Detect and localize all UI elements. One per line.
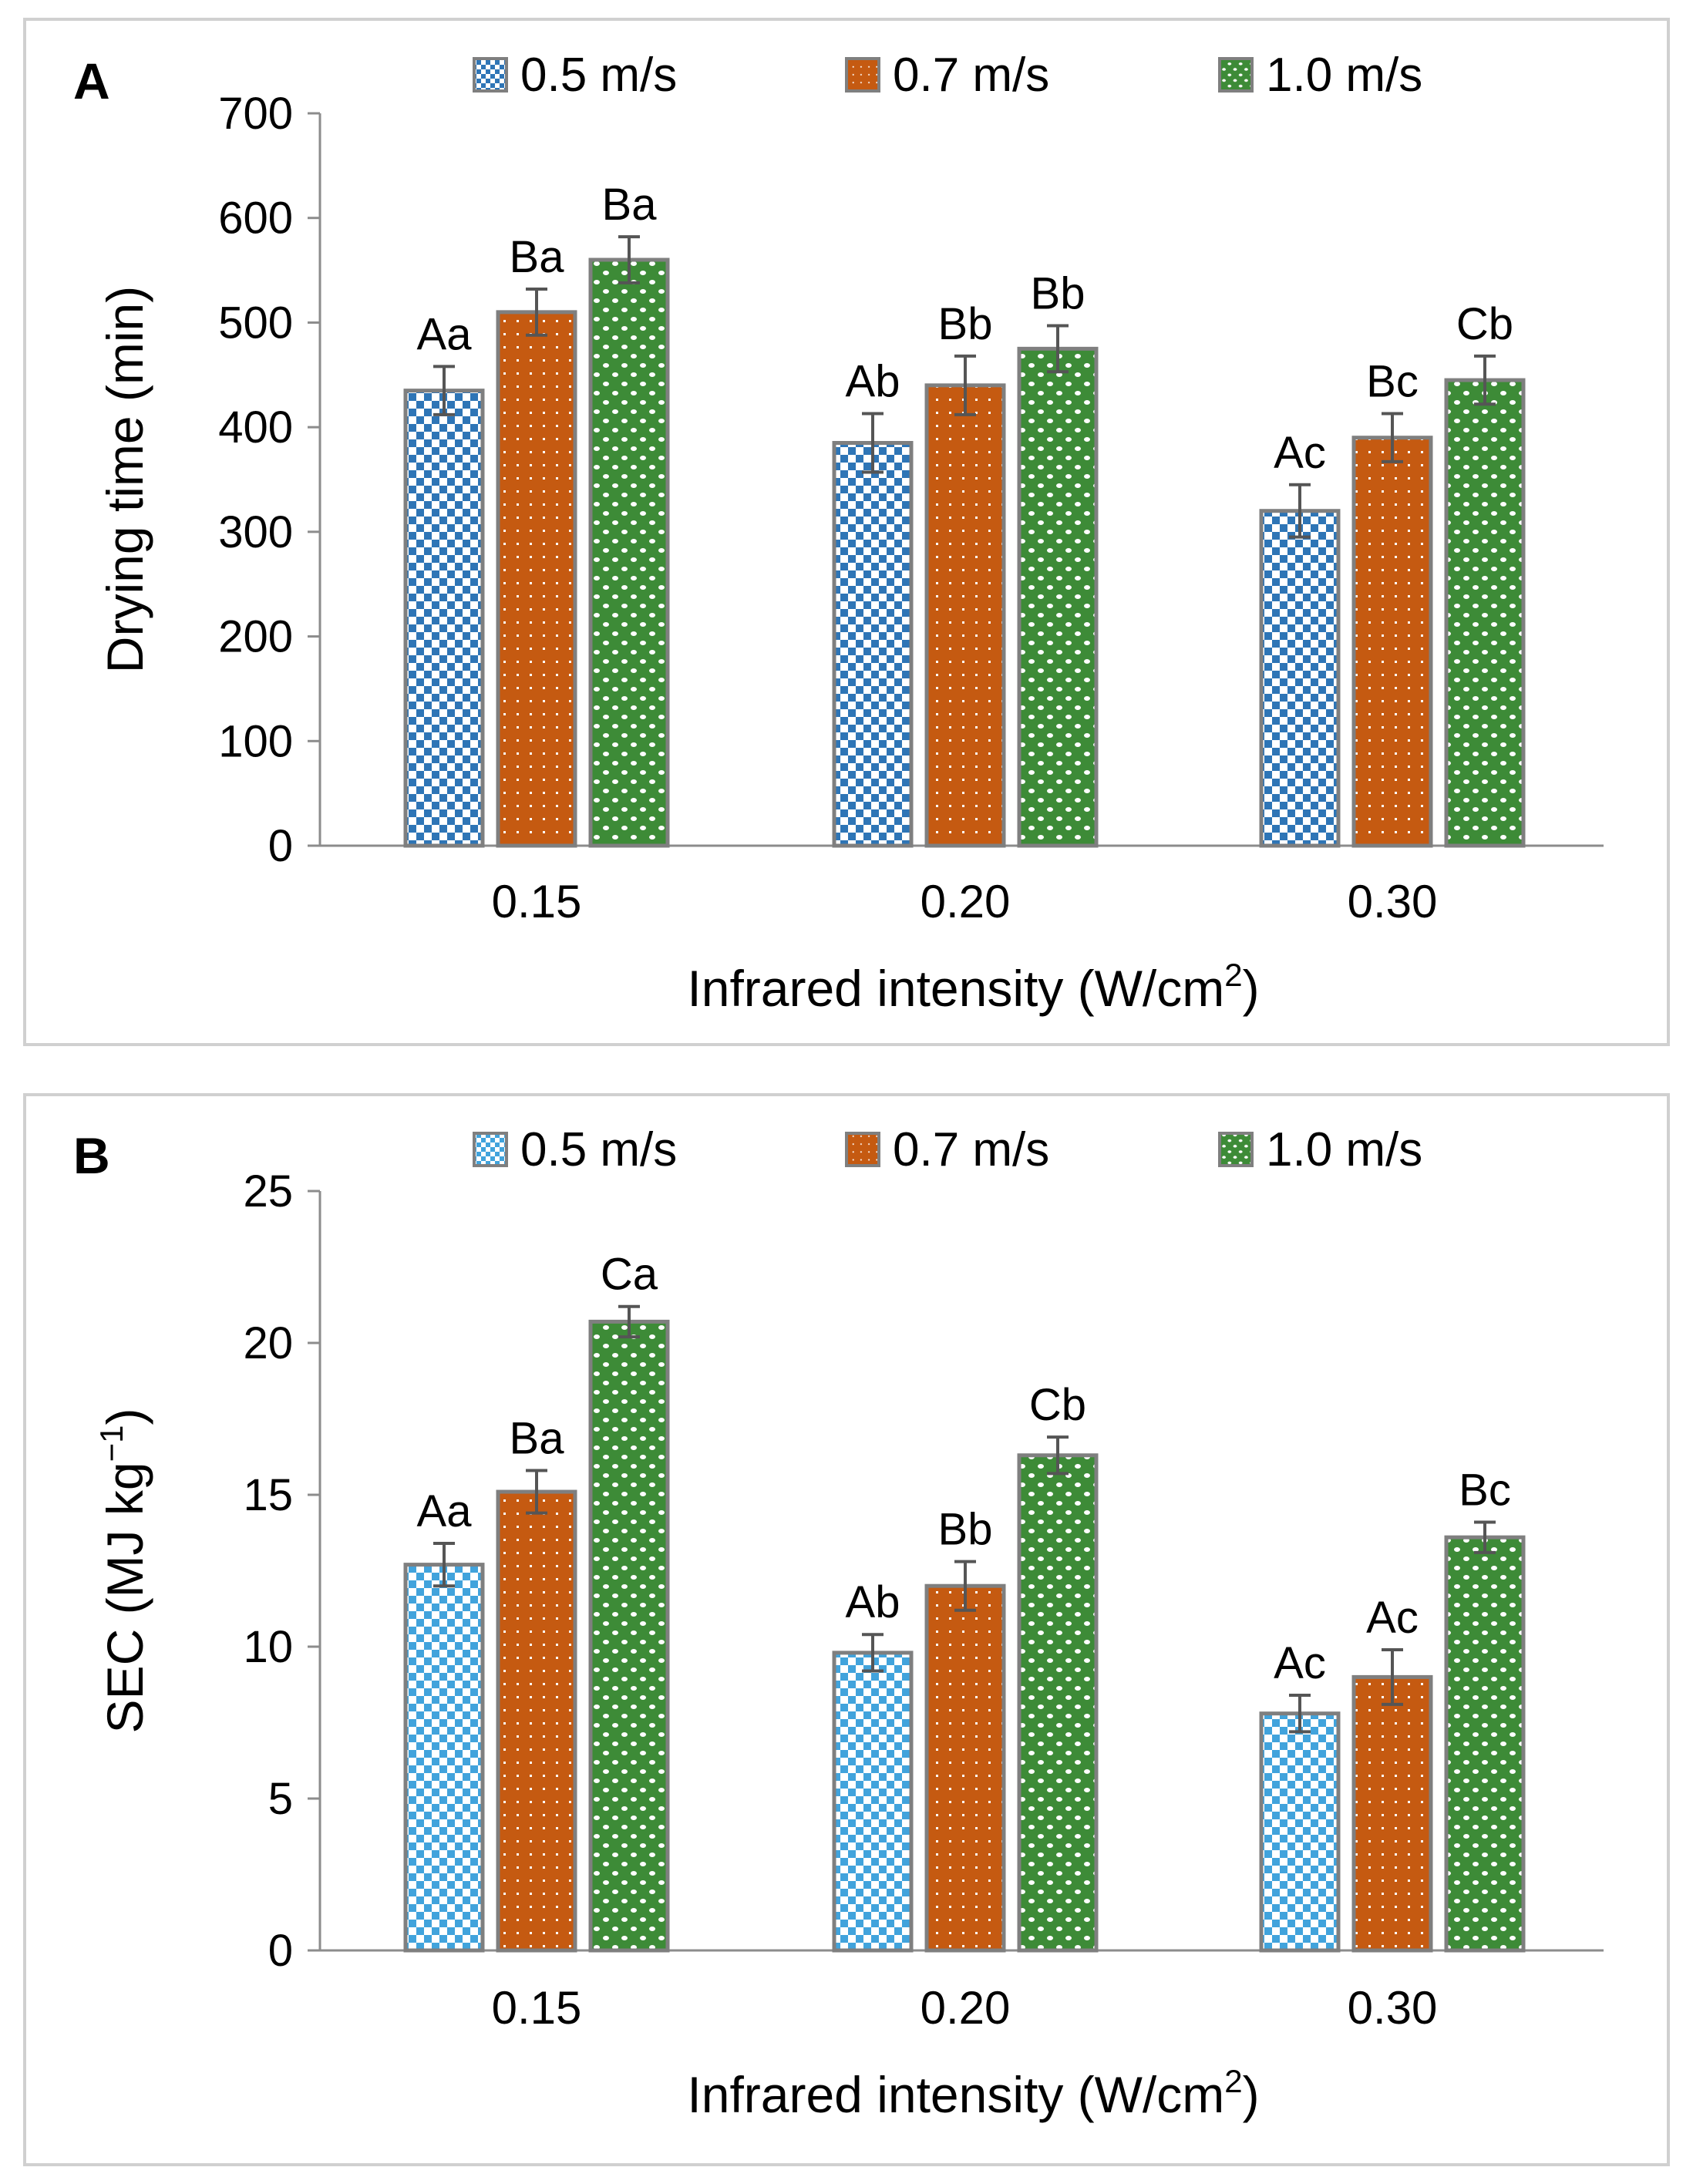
panel-a: A 0 100 200 300 400 500 600 700 0.15 0.20 0.30 Aa Ab A… <box>23 18 1670 1046</box>
panel-frame <box>23 18 1670 1046</box>
legend-swatch <box>845 1132 880 1167</box>
data-label: Ab <box>846 357 900 407</box>
bar <box>1259 1711 1341 1953</box>
y-tick-label: 20 <box>243 1318 293 1368</box>
y-tick-label: 500 <box>218 298 293 348</box>
data-label: Cb <box>1456 299 1513 349</box>
bar <box>924 383 1006 848</box>
y-tick-label: 25 <box>243 1166 293 1217</box>
legend-swatch <box>1218 1132 1254 1167</box>
x-axis-title: Infrared intensity (W/cm2) <box>687 2063 1259 2123</box>
x-tick-label: 0.20 <box>921 876 1011 927</box>
y-tick-label: 200 <box>218 612 293 662</box>
data-label: Ac <box>1274 428 1326 478</box>
x-tick-label: 0.15 <box>492 876 582 927</box>
legend-swatch <box>845 57 880 93</box>
legend-swatch <box>1218 57 1254 93</box>
data-label: Bb <box>1031 269 1085 319</box>
legend-label: 0.7 m/s <box>893 49 1049 102</box>
bar <box>1444 378 1526 848</box>
y-tick-label: 600 <box>218 193 293 244</box>
legend-swatch <box>473 1132 508 1167</box>
y-tick-label: 5 <box>268 1774 293 1824</box>
data-label: Ac <box>1366 1593 1419 1643</box>
bar <box>403 1563 485 1953</box>
data-label: Aa <box>417 1486 473 1536</box>
bar <box>832 441 914 848</box>
bar <box>924 1583 1006 1953</box>
bar <box>496 310 577 848</box>
data-label: Bc <box>1459 1465 1511 1515</box>
legend-label: 0.5 m/s <box>520 1123 677 1176</box>
data-label: Ab <box>846 1577 900 1627</box>
data-label: Bb <box>938 299 993 349</box>
panel-frame <box>23 1093 1670 2166</box>
panel-label: B <box>73 1127 110 1184</box>
x-tick-label: 0.15 <box>492 1982 582 2034</box>
bar <box>588 257 670 848</box>
bar <box>1259 509 1341 848</box>
x-axis-title: Infrared intensity (W/cm2) <box>687 957 1259 1017</box>
data-label: Ba <box>510 232 565 282</box>
data-label: Ca <box>601 1250 658 1300</box>
bar <box>1017 1453 1099 1953</box>
bar <box>496 1489 577 1953</box>
y-tick-label: 0 <box>268 821 293 871</box>
bar <box>1351 1674 1433 1953</box>
y-tick-label: 15 <box>243 1470 293 1520</box>
data-label: Ba <box>510 1413 565 1463</box>
x-tick-label: 0.20 <box>921 1982 1011 2034</box>
y-tick-label: 100 <box>218 716 293 766</box>
bar <box>403 389 485 848</box>
data-label: Ac <box>1274 1638 1326 1688</box>
legend-label: 0.7 m/s <box>893 1123 1049 1176</box>
y-axis-title: SEC (MJ kg−1) <box>93 1408 153 1734</box>
bar <box>1017 346 1099 848</box>
bar <box>588 1319 670 1953</box>
bar <box>1351 436 1433 848</box>
y-tick-label: 0 <box>268 1926 293 1976</box>
legend-label: 1.0 m/s <box>1266 1123 1422 1176</box>
y-tick-label: 300 <box>218 507 293 557</box>
data-label: Bc <box>1366 357 1419 407</box>
y-tick-label: 10 <box>243 1622 293 1672</box>
y-tick-label: 700 <box>218 89 293 139</box>
bar <box>832 1651 914 1953</box>
data-label: Ba <box>602 180 658 230</box>
y-axis-title: Drying time (min) <box>96 286 153 673</box>
x-tick-label: 0.30 <box>1348 876 1438 927</box>
data-label: Bb <box>938 1505 993 1555</box>
data-label: Aa <box>417 309 473 359</box>
y-tick-label: 400 <box>218 402 293 453</box>
data-label: Cb <box>1029 1380 1086 1430</box>
panel-label: A <box>73 52 110 109</box>
legend-label: 0.5 m/s <box>520 49 677 102</box>
bar <box>1444 1535 1526 1953</box>
x-tick-label: 0.30 <box>1348 1982 1438 2034</box>
legend-label: 1.0 m/s <box>1266 49 1422 102</box>
legend-swatch <box>473 57 508 93</box>
panel-b: B 0 5 10 15 20 25 0.15 0.20 0.30 Aa Ab Ac Ba Bb Ac Ca Cb B… <box>23 1093 1670 2166</box>
